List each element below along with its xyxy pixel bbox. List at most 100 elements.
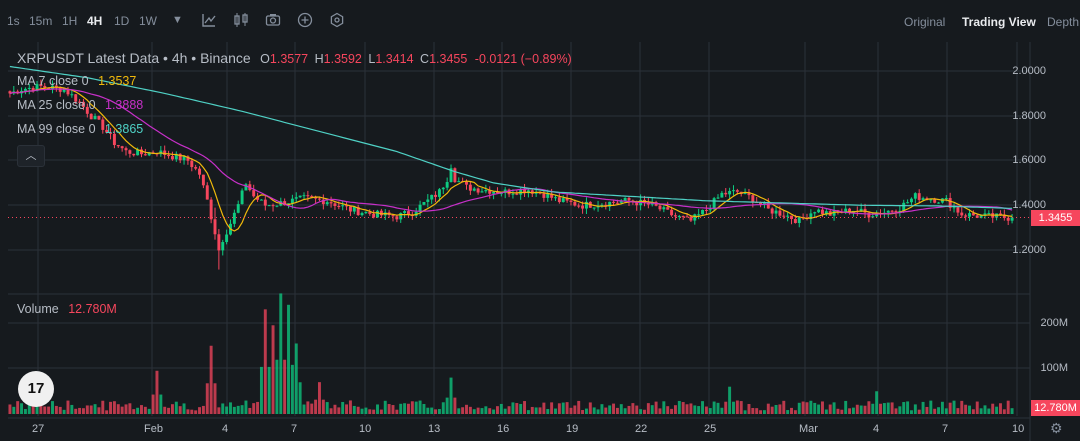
view-trading-view[interactable]: Trading View (962, 15, 1036, 29)
volume-bar (201, 405, 205, 414)
volume-bar (434, 409, 438, 414)
candle (786, 215, 790, 217)
volume-bar (341, 401, 345, 414)
volume-bar (364, 407, 368, 414)
timeframe-1h[interactable]: 1H (62, 14, 78, 28)
volume-bar (1002, 409, 1006, 414)
volume-bar (859, 405, 863, 414)
candle (913, 193, 917, 199)
candle (546, 193, 550, 198)
camera-icon[interactable] (265, 12, 281, 32)
volume-bar (851, 407, 855, 414)
candle (909, 198, 913, 203)
candle (596, 206, 600, 208)
candle (743, 192, 747, 194)
candle (329, 202, 333, 204)
volume-bar (944, 408, 948, 414)
candle (948, 198, 952, 208)
view-depth[interactable]: Depth (1047, 15, 1080, 29)
timeframe-15m[interactable]: 15m (29, 14, 53, 28)
volume-bar (906, 401, 910, 414)
indicator-line-icon[interactable] (201, 12, 217, 32)
candle (921, 198, 925, 200)
candle (449, 168, 453, 183)
volume-bar (925, 406, 929, 414)
volume-bar (159, 394, 163, 414)
candle (198, 168, 201, 175)
volume-bar (240, 405, 244, 414)
candle (468, 184, 472, 191)
volume-bar (85, 405, 89, 414)
candle (561, 198, 565, 203)
volume-bar (952, 400, 956, 414)
gear-icon[interactable]: ⚙ (1050, 420, 1063, 436)
candle (337, 205, 341, 207)
candle (78, 101, 82, 103)
volume-bar (43, 406, 47, 414)
volume-bar (654, 401, 658, 414)
timeframe-1d[interactable]: 1D (114, 14, 130, 28)
volume-bar (441, 402, 445, 414)
volume-bar (109, 401, 113, 414)
candle (956, 207, 960, 213)
plus-circle-icon[interactable] (297, 12, 313, 32)
candle (105, 129, 109, 133)
x-tick-label: 10 (1012, 423, 1025, 435)
volume-bar (468, 406, 472, 414)
volume-bar (673, 405, 677, 414)
volume-bar (271, 325, 275, 414)
candle (372, 213, 376, 218)
candle (573, 201, 577, 206)
volume-bar (735, 400, 739, 414)
volume-bar (998, 403, 1002, 414)
volume-bar (186, 409, 190, 414)
candle (140, 149, 143, 155)
candle (399, 213, 403, 220)
candle (929, 199, 933, 201)
candle (747, 192, 751, 196)
candle (871, 216, 875, 218)
candle (333, 203, 337, 206)
candle (774, 210, 778, 214)
candle (480, 191, 484, 193)
volume-bar (801, 401, 805, 414)
candle (971, 213, 975, 216)
volume-bar (937, 407, 941, 414)
volume-bar (248, 407, 252, 414)
timeframe-4h[interactable]: 4H (87, 14, 103, 28)
volume-bar (20, 403, 24, 414)
volume-bar (778, 404, 782, 414)
volume-bar (991, 403, 995, 414)
candle (693, 214, 697, 221)
candles-icon[interactable] (233, 12, 249, 32)
view-original[interactable]: Original (904, 15, 946, 29)
volume-bar (530, 406, 534, 414)
candle (635, 202, 639, 206)
candle (364, 212, 368, 214)
candle (43, 85, 47, 88)
volume-bar (329, 408, 333, 414)
candle (310, 196, 314, 198)
timeframe-1w[interactable]: 1W (139, 14, 157, 28)
volume-bar (766, 403, 770, 414)
collapse-legend-button[interactable]: ︿ (17, 145, 45, 167)
candle (917, 193, 921, 200)
timeframe-1s[interactable]: 1s (7, 14, 20, 28)
candle (484, 190, 488, 192)
candle (623, 197, 627, 202)
candle (751, 195, 755, 203)
volume-bar (774, 404, 778, 414)
volume-bar (708, 408, 712, 414)
volume-bar (461, 407, 465, 414)
hexagon-icon[interactable] (329, 12, 345, 32)
volume-bar (720, 407, 724, 414)
candle (112, 133, 116, 146)
tradingview-logo[interactable]: 17 (18, 371, 54, 407)
chevron-down-icon[interactable]: ▼ (172, 14, 183, 26)
volume-bar (244, 400, 248, 414)
volume-bar (163, 406, 167, 414)
candle (766, 203, 770, 209)
volume-bar (797, 402, 801, 414)
volume-bar (294, 343, 298, 414)
